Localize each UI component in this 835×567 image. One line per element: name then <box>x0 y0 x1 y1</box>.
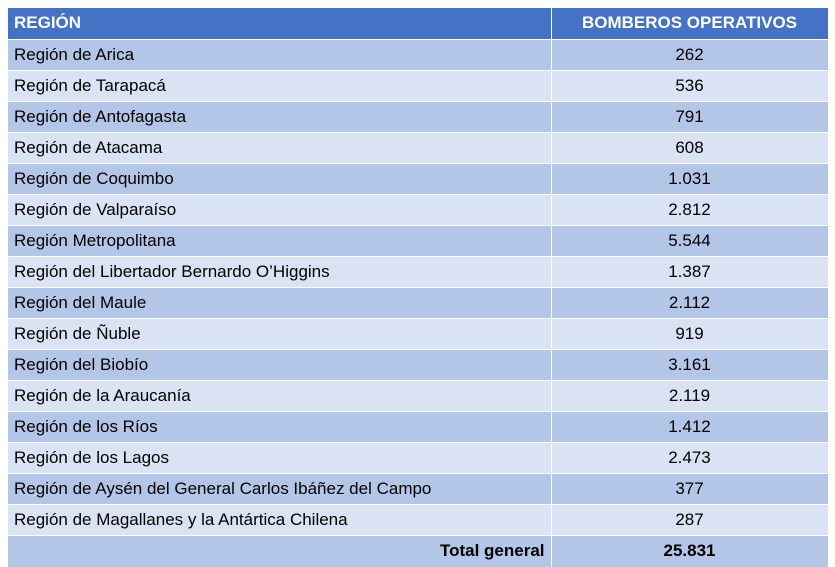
bomberos-table: REGIÓN BOMBEROS OPERATIVOS Región de Ari… <box>8 8 829 567</box>
bomberos-count-cell: 262 <box>551 39 829 71</box>
region-cell: Región de los Ríos <box>8 411 552 443</box>
table-row: Región de Coquimbo 1.031 <box>8 163 829 195</box>
header-region: REGIÓN <box>8 8 552 40</box>
region-cell: Región de Magallanes y la Antártica Chil… <box>8 504 552 536</box>
region-cell: Región del Libertador Bernardo O’Higgins <box>8 256 552 288</box>
header-row: REGIÓN BOMBEROS OPERATIVOS <box>8 8 829 40</box>
bomberos-count-cell: 377 <box>551 473 829 505</box>
bomberos-count-cell: 919 <box>551 318 829 350</box>
bomberos-count-cell: 2.112 <box>551 287 829 319</box>
table-row: Región de Valparaíso 2.812 <box>8 194 829 226</box>
bomberos-count-cell: 1.387 <box>551 256 829 288</box>
header-bomberos-operativos: BOMBEROS OPERATIVOS <box>551 8 829 40</box>
table-header: REGIÓN BOMBEROS OPERATIVOS <box>8 8 829 40</box>
region-cell: Región de Atacama <box>8 132 552 164</box>
bomberos-table-container: REGIÓN BOMBEROS OPERATIVOS Región de Ari… <box>8 8 829 567</box>
region-cell: Región Metropolitana <box>8 225 552 257</box>
table-row: Región de Tarapacá 536 <box>8 70 829 102</box>
region-cell: Región de Aysén del General Carlos Ibáñe… <box>8 473 552 505</box>
table-row: Región de los Ríos 1.412 <box>8 411 829 443</box>
bomberos-count-cell: 2.473 <box>551 442 829 474</box>
bomberos-count-cell: 3.161 <box>551 349 829 381</box>
table-body: Región de Arica 262 Región de Tarapacá 536 R… <box>8 39 829 536</box>
table-row: Región del Maule 2.112 <box>8 287 829 319</box>
region-cell: Región de Valparaíso <box>8 194 552 226</box>
table-row: Región del Libertador Bernardo O’Higgins… <box>8 256 829 288</box>
table-row: Región de la Araucanía 2.119 <box>8 380 829 412</box>
region-cell: Región de Ñuble <box>8 318 552 350</box>
region-cell: Región de Tarapacá <box>8 70 552 102</box>
table-footer: Total general 25.831 <box>8 535 829 567</box>
total-row: Total general 25.831 <box>8 535 829 567</box>
region-cell: Región de Arica <box>8 39 552 71</box>
table-row: Región de Magallanes y la Antártica Chil… <box>8 504 829 536</box>
table-row: Región Metropolitana 5.544 <box>8 225 829 257</box>
bomberos-count-cell: 791 <box>551 101 829 133</box>
table-row: Región de Atacama 608 <box>8 132 829 164</box>
total-value: 25.831 <box>551 535 829 567</box>
total-label: Total general <box>8 535 552 567</box>
region-cell: Región de los Lagos <box>8 442 552 474</box>
table-row: Región de Aysén del General Carlos Ibáñe… <box>8 473 829 505</box>
bomberos-count-cell: 5.544 <box>551 225 829 257</box>
bomberos-count-cell: 608 <box>551 132 829 164</box>
bomberos-count-cell: 536 <box>551 70 829 102</box>
region-cell: Región del Maule <box>8 287 552 319</box>
table-row: Región de Ñuble 919 <box>8 318 829 350</box>
bomberos-count-cell: 2.812 <box>551 194 829 226</box>
bomberos-count-cell: 1.412 <box>551 411 829 443</box>
table-row: Región de Arica 262 <box>8 39 829 71</box>
region-cell: Región de la Araucanía <box>8 380 552 412</box>
region-cell: Región de Coquimbo <box>8 163 552 195</box>
bomberos-count-cell: 287 <box>551 504 829 536</box>
region-cell: Región de Antofagasta <box>8 101 552 133</box>
region-cell: Región del Biobío <box>8 349 552 381</box>
table-row: Región del Biobío 3.161 <box>8 349 829 381</box>
bomberos-count-cell: 1.031 <box>551 163 829 195</box>
table-row: Región de Antofagasta 791 <box>8 101 829 133</box>
table-row: Región de los Lagos 2.473 <box>8 442 829 474</box>
bomberos-count-cell: 2.119 <box>551 380 829 412</box>
